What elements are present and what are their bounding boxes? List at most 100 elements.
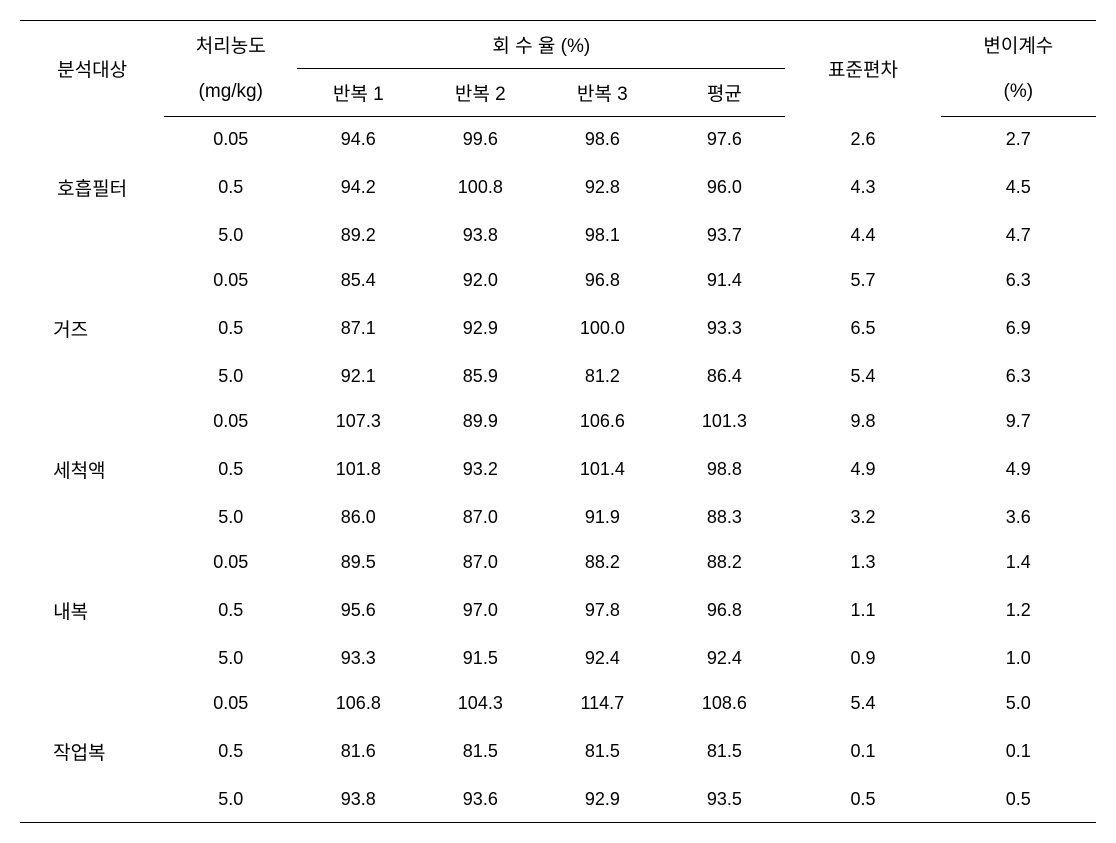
cell-conc: 0.5 (164, 585, 297, 636)
table-row: 0.0585.492.096.891.45.76.3 (20, 258, 1096, 303)
table-row: 0.05107.389.9106.6101.39.89.7 (20, 399, 1096, 444)
cell-rep2: 85.9 (419, 354, 541, 399)
cell-sd: 3.2 (785, 495, 940, 540)
cell-mean: 93.7 (663, 213, 785, 258)
cell-mean: 93.3 (663, 303, 785, 354)
cell-conc: 0.5 (164, 726, 297, 777)
cell-conc: 0.05 (164, 540, 297, 585)
table-row: 내복0.595.697.097.896.81.11.2 (20, 585, 1096, 636)
table-row: 5.086.087.091.988.33.23.6 (20, 495, 1096, 540)
cell-mean: 97.6 (663, 117, 785, 163)
cell-rep2: 100.8 (419, 162, 541, 213)
cell-rep3: 101.4 (541, 444, 663, 495)
cell-cv: 4.9 (941, 444, 1096, 495)
table-row: 5.092.185.981.286.45.46.3 (20, 354, 1096, 399)
table-header: 분석대상 처리농도 회 수 율 (%) 표준편차 변이계수 (mg/kg) 반복… (20, 21, 1096, 117)
cell-mean: 92.4 (663, 636, 785, 681)
cell-rep2: 93.6 (419, 777, 541, 823)
cell-rep3: 92.9 (541, 777, 663, 823)
cell-rep1: 94.2 (297, 162, 419, 213)
group-label-empty (20, 636, 164, 681)
group-label: 거즈 (20, 303, 164, 354)
cell-rep1: 93.8 (297, 777, 419, 823)
cell-rep3: 88.2 (541, 540, 663, 585)
cell-rep2: 93.8 (419, 213, 541, 258)
cell-conc: 5.0 (164, 213, 297, 258)
cell-cv: 5.0 (941, 681, 1096, 726)
cell-rep3: 92.8 (541, 162, 663, 213)
cell-rep2: 92.9 (419, 303, 541, 354)
table-row: 0.0594.699.698.697.62.62.7 (20, 117, 1096, 163)
cell-cv: 1.0 (941, 636, 1096, 681)
cell-sd: 4.9 (785, 444, 940, 495)
cell-cv: 1.4 (941, 540, 1096, 585)
table-row: 0.0589.587.088.288.21.31.4 (20, 540, 1096, 585)
col-rep2: 반복 2 (419, 69, 541, 117)
cell-sd: 0.5 (785, 777, 940, 823)
cell-mean: 93.5 (663, 777, 785, 823)
cell-cv: 6.3 (941, 258, 1096, 303)
cell-rep3: 100.0 (541, 303, 663, 354)
col-stddev: 표준편차 (785, 21, 940, 117)
cell-sd: 1.3 (785, 540, 940, 585)
col-rep1: 반복 1 (297, 69, 419, 117)
cell-rep3: 97.8 (541, 585, 663, 636)
col-cv-unit: (%) (941, 69, 1096, 117)
col-rep3: 반복 3 (541, 69, 663, 117)
cell-rep2: 91.5 (419, 636, 541, 681)
cell-sd: 5.4 (785, 681, 940, 726)
table-row: 0.05106.8104.3114.7108.65.45.0 (20, 681, 1096, 726)
cell-cv: 4.7 (941, 213, 1096, 258)
group-label: 호흡필터 (20, 162, 164, 213)
cell-rep3: 98.1 (541, 213, 663, 258)
table-row: 5.089.293.898.193.74.44.7 (20, 213, 1096, 258)
cell-cv: 4.5 (941, 162, 1096, 213)
cell-rep3: 106.6 (541, 399, 663, 444)
cell-sd: 9.8 (785, 399, 940, 444)
cell-conc: 5.0 (164, 495, 297, 540)
table-row: 거즈0.587.192.9100.093.36.56.9 (20, 303, 1096, 354)
cell-sd: 5.7 (785, 258, 940, 303)
cell-sd: 0.9 (785, 636, 940, 681)
col-cv: 변이계수 (941, 21, 1096, 69)
recovery-table: 분석대상 처리농도 회 수 율 (%) 표준편차 변이계수 (mg/kg) 반복… (20, 20, 1096, 823)
cell-sd: 4.3 (785, 162, 940, 213)
cell-rep3: 98.6 (541, 117, 663, 163)
cell-cv: 0.5 (941, 777, 1096, 823)
cell-conc: 0.5 (164, 162, 297, 213)
col-mean: 평균 (663, 69, 785, 117)
cell-conc: 0.05 (164, 117, 297, 163)
cell-mean: 101.3 (663, 399, 785, 444)
cell-sd: 4.4 (785, 213, 940, 258)
group-label-empty (20, 117, 164, 163)
cell-conc: 0.5 (164, 444, 297, 495)
cell-rep2: 97.0 (419, 585, 541, 636)
cell-rep1: 93.3 (297, 636, 419, 681)
cell-rep1: 101.8 (297, 444, 419, 495)
cell-cv: 0.1 (941, 726, 1096, 777)
cell-mean: 96.8 (663, 585, 785, 636)
cell-rep2: 89.9 (419, 399, 541, 444)
group-label: 세척액 (20, 444, 164, 495)
cell-rep1: 89.5 (297, 540, 419, 585)
cell-rep3: 81.2 (541, 354, 663, 399)
cell-cv: 2.7 (941, 117, 1096, 163)
cell-conc: 0.05 (164, 258, 297, 303)
group-label-empty (20, 213, 164, 258)
group-label-empty (20, 540, 164, 585)
col-concentration-unit: (mg/kg) (164, 69, 297, 117)
group-label-empty (20, 777, 164, 823)
group-label-empty (20, 495, 164, 540)
cell-rep1: 107.3 (297, 399, 419, 444)
cell-rep3: 92.4 (541, 636, 663, 681)
cell-conc: 5.0 (164, 636, 297, 681)
group-label-empty (20, 354, 164, 399)
cell-mean: 98.8 (663, 444, 785, 495)
cell-cv: 3.6 (941, 495, 1096, 540)
cell-rep3: 91.9 (541, 495, 663, 540)
table-row: 5.093.893.692.993.50.50.5 (20, 777, 1096, 823)
cell-rep1: 87.1 (297, 303, 419, 354)
col-recovery-group: 회 수 율 (%) (297, 21, 785, 69)
cell-mean: 91.4 (663, 258, 785, 303)
cell-rep3: 96.8 (541, 258, 663, 303)
